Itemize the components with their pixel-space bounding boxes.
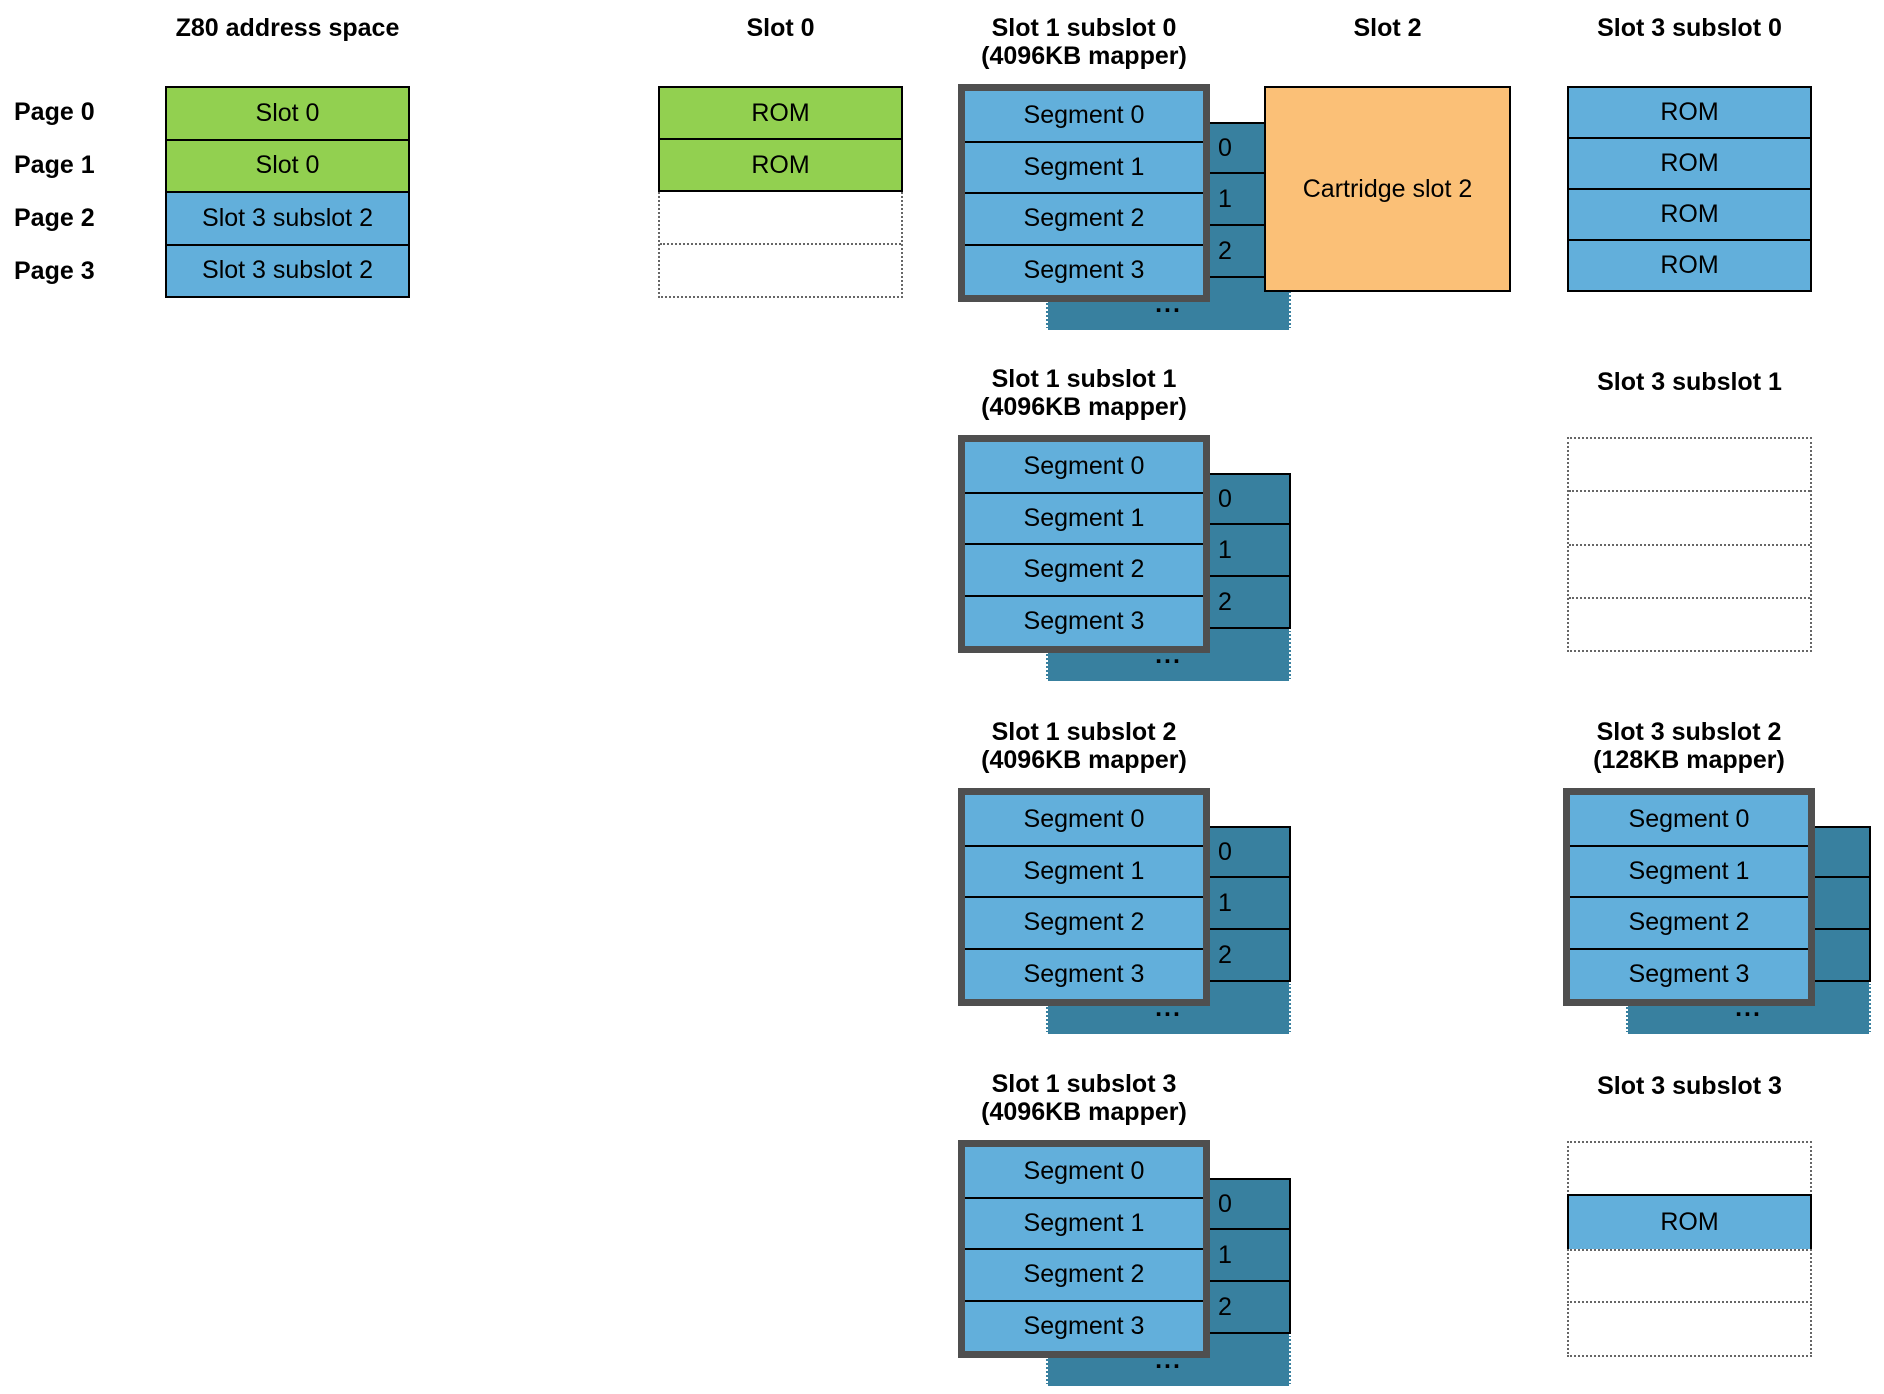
group-title: Slot 1 subslot 0	[991, 14, 1177, 42]
stack-row-number: 1	[1218, 535, 1232, 564]
z80-page0-mapping: Slot 0	[167, 88, 408, 141]
page-3-label: Page 3	[14, 257, 95, 285]
page-0-label: Page 0	[14, 98, 95, 126]
stack-row-number: 0	[1218, 484, 1232, 513]
rom-row: ROM	[1569, 241, 1810, 290]
segment-box: Segment 0 Segment 1 Segment 2 Segment 3	[958, 1140, 1210, 1358]
empty-row	[660, 192, 901, 245]
stack-row-number: 0	[1218, 1189, 1232, 1218]
empty-row	[1567, 1249, 1812, 1303]
z80-address-space-title: Z80 address space	[175, 14, 400, 42]
segment-row: Segment 1	[965, 846, 1203, 898]
segment-row: Segment 2	[965, 194, 1203, 246]
segment-row: Segment 3	[965, 1301, 1203, 1351]
segment-row: Segment 3	[965, 596, 1203, 646]
empty-row	[1569, 546, 1810, 599]
empty-row	[1569, 492, 1810, 546]
slot0-title: Slot 0	[746, 14, 815, 42]
stack-row-number: 1	[1218, 888, 1232, 917]
segment-row: Segment 3	[1570, 949, 1808, 999]
cartridge-slot2-box: Cartridge slot 2	[1264, 86, 1511, 292]
stack-row-number: 2	[1218, 940, 1232, 969]
group-subtitle: (4096KB mapper)	[981, 1098, 1187, 1126]
rom-row: ROM	[1569, 190, 1810, 241]
segment-row: Segment 0	[1570, 795, 1808, 847]
group-subtitle: (128KB mapper)	[1593, 746, 1785, 774]
segment-row: Segment 2	[965, 545, 1203, 597]
segment-row: Segment 3	[965, 949, 1203, 999]
z80-page2-mapping: Slot 3 subslot 2	[167, 193, 408, 246]
segment-row: Segment 2	[1570, 898, 1808, 950]
page-2-label: Page 2	[14, 204, 95, 232]
slot0-rom-row: ROM	[660, 140, 901, 190]
empty-row	[1567, 1141, 1812, 1196]
slot0-rom-row: ROM	[660, 88, 901, 140]
rom-row: ROM	[1569, 88, 1810, 139]
z80-address-space-box: Slot 0 Slot 0 Slot 3 subslot 2 Slot 3 su…	[165, 86, 410, 298]
segment-box: Segment 0 Segment 1 Segment 2 Segment 3	[958, 84, 1210, 302]
rom-row: ROM	[1569, 139, 1810, 190]
stack-row-number: 0	[1218, 837, 1232, 866]
segment-row: Segment 1	[1570, 846, 1808, 898]
group-subtitle: (4096KB mapper)	[981, 393, 1187, 421]
segment-row: Segment 1	[965, 1198, 1203, 1250]
segment-box: Segment 0 Segment 1 Segment 2 Segment 3	[958, 435, 1210, 653]
slot3-subslot3-title: Slot 3 subslot 3	[1597, 1072, 1782, 1100]
stack-row-number: 2	[1218, 236, 1232, 265]
stack-row-number: 1	[1218, 184, 1232, 213]
group-title: Slot 1 subslot 3	[991, 1070, 1177, 1098]
segment-row: Segment 0	[965, 795, 1203, 847]
segment-box: Segment 0 Segment 1 Segment 2 Segment 3	[958, 788, 1210, 1006]
empty-row	[1569, 599, 1810, 650]
slot3-subslot0-box: ROM ROM ROM ROM	[1567, 86, 1812, 292]
segment-row: Segment 2	[965, 898, 1203, 950]
segment-row: Segment 0	[965, 1147, 1203, 1199]
rom-row: ROM	[1567, 1194, 1812, 1251]
segment-row: Segment 2	[965, 1250, 1203, 1302]
group-title: Slot 1 subslot 2	[991, 718, 1177, 746]
stack-row-number: 0	[1218, 133, 1232, 162]
segment-row: Segment 1	[965, 142, 1203, 194]
slot0-empty-box	[658, 192, 903, 298]
z80-page1-mapping: Slot 0	[167, 140, 408, 193]
empty-row	[1569, 439, 1810, 493]
empty-row	[660, 245, 901, 296]
slot0-rom-box: ROM ROM	[658, 86, 903, 192]
group-subtitle: (4096KB mapper)	[981, 746, 1187, 774]
segment-row: Segment 0	[965, 442, 1203, 494]
slot2-title: Slot 2	[1353, 14, 1422, 42]
segment-row: Segment 3	[965, 245, 1203, 295]
stack-row-number: 1	[1218, 1240, 1232, 1269]
stack-row-number: 2	[1218, 1292, 1232, 1321]
group-title: Slot 3 subslot 2	[1596, 718, 1782, 746]
group-title: Slot 1 subslot 1	[991, 365, 1177, 393]
segment-box: Segment 0 Segment 1 Segment 2 Segment 3	[1563, 788, 1815, 1006]
stack-row-number: 2	[1218, 587, 1232, 616]
segment-row: Segment 0	[965, 91, 1203, 143]
slot3-subslot1-box	[1567, 437, 1812, 652]
page-1-label: Page 1	[14, 151, 95, 179]
z80-page3-mapping: Slot 3 subslot 2	[167, 245, 408, 296]
group-subtitle: (4096KB mapper)	[981, 42, 1187, 70]
slot3-subslot0-title: Slot 3 subslot 0	[1597, 14, 1782, 42]
empty-row	[1567, 1301, 1812, 1357]
segment-row: Segment 1	[965, 493, 1203, 545]
slot3-subslot1-title: Slot 3 subslot 1	[1597, 368, 1782, 396]
